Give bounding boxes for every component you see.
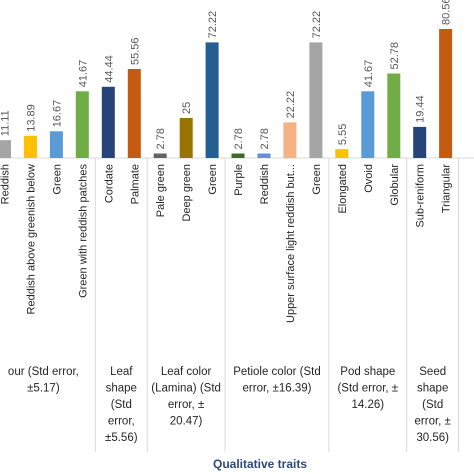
category-label: Upper surface light reddish but... [285,164,297,323]
bar-value-label: 16.67 [51,100,63,128]
bar-value-label: 5.55 [337,124,349,145]
bar-value-label: 44.44 [103,55,115,83]
bar [153,153,167,158]
bar-value-label: 72.22 [311,11,323,39]
bar [205,42,219,158]
category-label: Elongated [337,164,349,214]
bar [387,73,401,158]
bar [127,69,141,158]
bar-value-label: 2.78 [155,128,167,149]
bar-value-label: 55.56 [129,37,141,65]
x-axis-title: Qualitative traits [213,457,307,471]
category-label: Cordate [103,164,115,203]
bar [361,91,375,158]
group-label: our (Std error, ±5.17) [8,366,79,395]
category-label: Deep green [181,164,193,222]
category-label: Triangular [441,164,453,213]
bar [439,29,453,158]
category-label: Green [207,164,219,195]
bar-value-label: 52.78 [389,42,401,70]
bar [23,135,37,158]
category-label: Reddish [259,164,271,204]
bar-value-label: 11.11 [0,110,12,136]
category-label: Pale green [155,164,167,217]
bar [335,149,349,158]
category-label: Ovoid [363,164,375,193]
bar [0,140,11,158]
group-label: Petiole color (Std error, ±16.39) [233,366,321,395]
category-label: Sub-reniform [415,164,427,228]
category-label: Reddish above greenish below [26,164,38,314]
bar [179,118,193,158]
bar [231,153,245,158]
category-label: Globular [389,164,401,206]
bar [49,131,63,158]
group-label: Pod shape (Std error, ±14.26) [337,366,398,411]
category-label: Green [51,164,63,195]
bar-value-label: 19.44 [415,95,427,123]
bar [309,42,323,158]
bar-value-label: 2.78 [233,128,245,149]
bar-value-label: 2.78 [259,128,271,149]
bar-value-label: 25 [181,102,193,114]
bar-value-label: 13.89 [26,104,38,132]
bar-value-label: 72.22 [207,11,219,39]
category-label: Reddish [0,164,12,204]
bar-value-label: 41.67 [77,60,89,88]
bar [257,153,271,158]
bar-value-label: 80.56 [441,0,453,25]
group-label: Seed shape (Std error, ±30.56) [415,366,451,444]
bar-value-label: 41.67 [363,60,375,88]
bar [283,122,297,158]
category-label: Purple [233,164,245,196]
category-label: Palmate [129,164,141,204]
bar [413,126,427,158]
group-label: Leaf color (Lamina) (Std error, ±20.47) [151,366,221,428]
bar [75,91,89,158]
bar [101,86,115,158]
category-label: Green [311,164,323,195]
group-label: Leaf shape (Std error, ±5.56) [105,366,138,444]
bar-value-label: 22.22 [285,91,297,119]
category-label: Green with reddish patches [77,164,89,298]
